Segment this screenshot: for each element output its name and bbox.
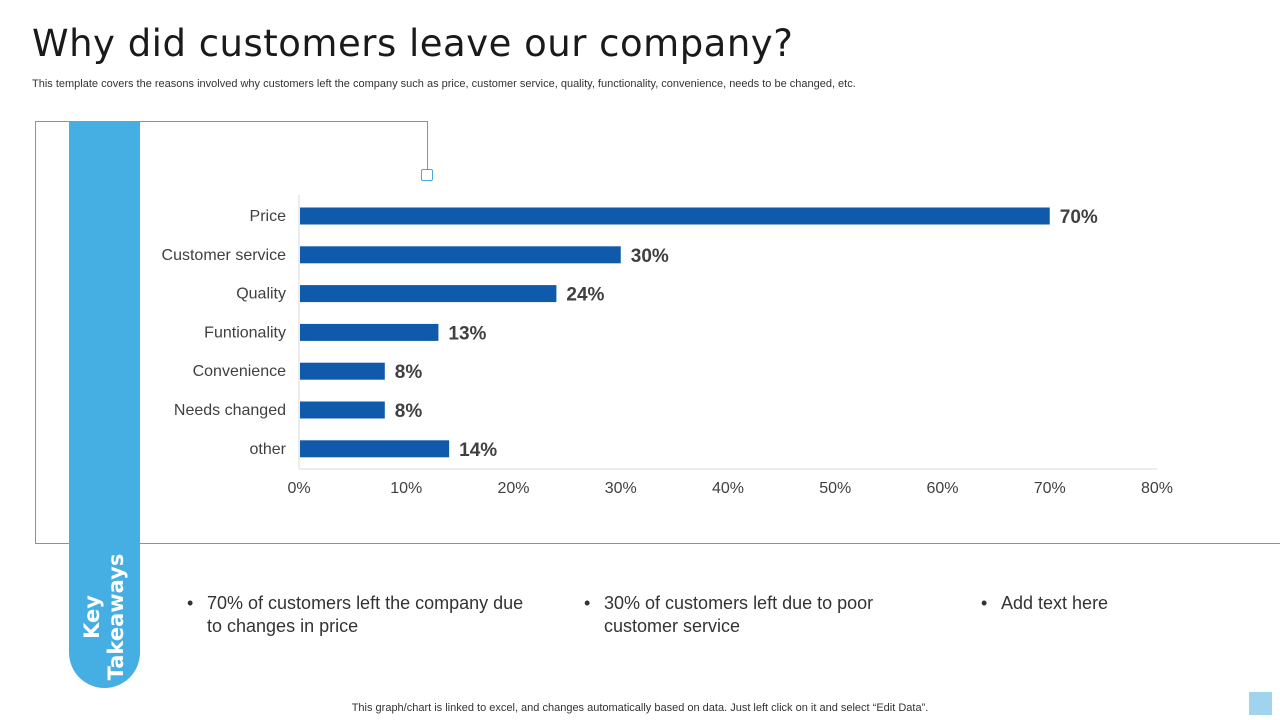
frame-connector-line — [427, 121, 428, 169]
category-label: Quality — [236, 286, 286, 303]
category-label: Needs changed — [174, 402, 286, 419]
x-tick-label: 70% — [1034, 480, 1066, 497]
x-tick-label: 40% — [712, 480, 744, 497]
x-tick-label: 10% — [390, 480, 422, 497]
frame-bottom-line — [35, 543, 1280, 544]
bullet-icon: • — [187, 593, 194, 613]
takeaway-item: • 30% of customers left due to poor cust… — [584, 592, 924, 638]
takeaway-text: Add text here — [1001, 593, 1109, 613]
takeaway-text: 30% of customers left due to poor custom… — [604, 593, 874, 636]
data-label: 24% — [566, 285, 604, 306]
bullet-icon: • — [584, 593, 591, 613]
bar[interactable] — [300, 285, 557, 303]
x-tick-label: 60% — [926, 480, 958, 497]
page-title: Why did customers leave our company? — [32, 22, 794, 65]
bar[interactable] — [300, 362, 385, 380]
data-label: 70% — [1060, 207, 1098, 228]
footer-note: This graph/chart is linked to excel, and… — [351, 702, 929, 714]
category-label: other — [250, 441, 287, 458]
category-label: Price — [250, 208, 287, 225]
bar[interactable] — [300, 323, 439, 341]
bar[interactable] — [300, 440, 450, 458]
bar[interactable] — [300, 207, 1050, 225]
takeaway-item: • Add text here — [981, 592, 1261, 615]
takeaway-item: • 70% of customers left the company due … — [187, 592, 527, 638]
frame-top-line — [35, 121, 427, 122]
key-takeaways-bar — [69, 121, 140, 688]
x-tick-label: 80% — [1141, 480, 1173, 497]
page-subtitle: This template covers the reasons involve… — [32, 78, 856, 90]
x-tick-label: 20% — [497, 480, 529, 497]
corner-square — [1249, 692, 1272, 715]
bar[interactable] — [300, 401, 385, 419]
takeaway-text: 70% of customers left the company due to… — [207, 593, 524, 636]
x-tick-label: 50% — [819, 480, 851, 497]
category-label: Customer service — [162, 247, 287, 264]
frame-connector-knob — [421, 169, 433, 181]
x-tick-label: 0% — [287, 480, 310, 497]
data-label: 8% — [395, 362, 423, 383]
bullet-icon: • — [981, 593, 988, 613]
data-label: 13% — [448, 323, 486, 344]
category-label: Funtionality — [204, 324, 286, 341]
data-label: 8% — [395, 401, 423, 422]
data-label: 14% — [459, 440, 497, 461]
bar[interactable] — [300, 246, 621, 264]
frame-left-line — [35, 121, 36, 543]
data-label: 30% — [631, 246, 669, 267]
category-label: Convenience — [193, 363, 287, 380]
x-tick-label: 30% — [605, 480, 637, 497]
